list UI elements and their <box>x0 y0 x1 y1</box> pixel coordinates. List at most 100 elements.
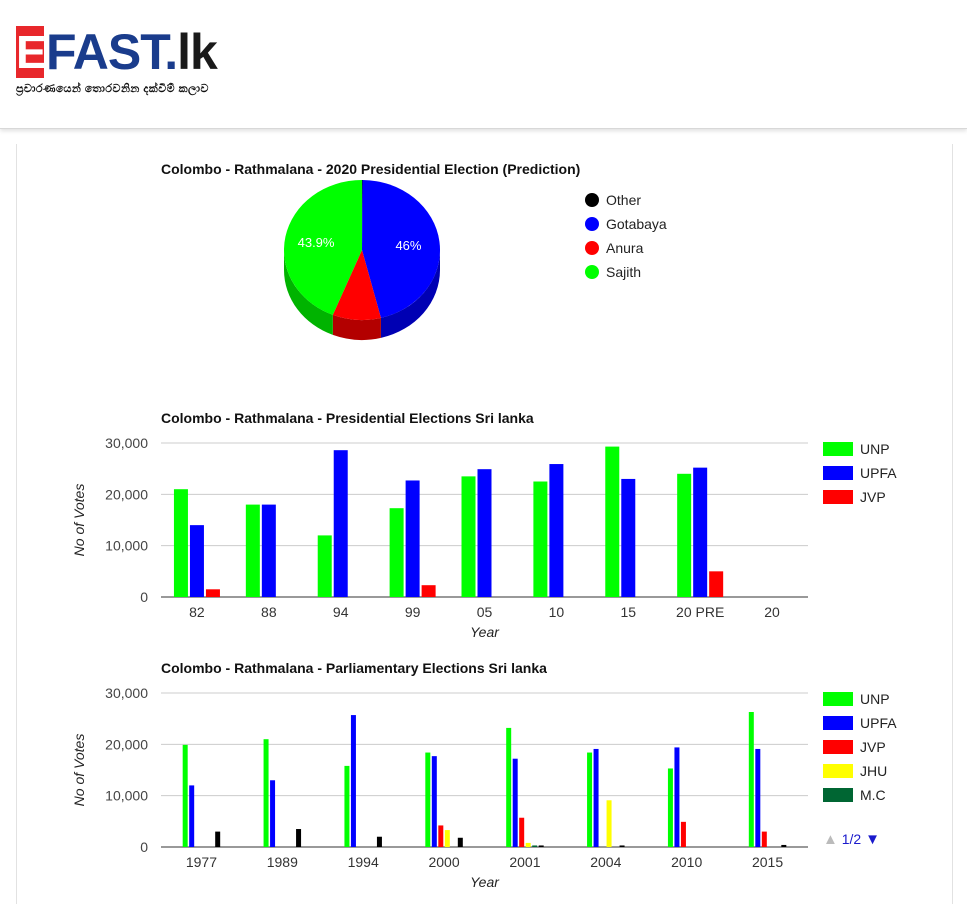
legend-next-icon[interactable]: ▼ <box>865 831 880 848</box>
x-tick-label: 05 <box>477 604 493 620</box>
bar-jvp-20-pre <box>709 571 723 597</box>
x-axis-label: Year <box>470 874 500 890</box>
bar-upfa-1989 <box>270 780 275 847</box>
bar-jvp-2001 <box>519 818 524 847</box>
legend-marker-jvp <box>823 490 853 504</box>
x-tick-label: 2000 <box>428 854 459 870</box>
bar-jvp-2010 <box>681 822 686 847</box>
legend-label-mc: M.C <box>860 787 886 803</box>
bar-unp-1989 <box>264 739 269 847</box>
bar-unp-1977 <box>183 745 188 847</box>
pie-chart-title: Colombo - Rathmalana - 2020 Presidential… <box>161 161 580 177</box>
x-tick-label: 88 <box>261 604 277 620</box>
y-axis-label: No of Votes <box>71 484 87 557</box>
logo-fast: FAST. <box>46 24 177 80</box>
pie-legend-marker-anura <box>585 241 599 255</box>
x-tick-label: 20 PRE <box>676 604 724 620</box>
bar-unp-2001 <box>506 728 511 847</box>
y-tick-label: 10,000 <box>105 538 148 554</box>
pie-legend-label-anura: Anura <box>606 240 644 256</box>
legend-marker-upfa <box>823 466 853 480</box>
pie-slice-label-gotabaya: 46% <box>395 238 421 253</box>
efast-logo[interactable]: E FAST.lk <box>16 26 216 82</box>
y-tick-label: 10,000 <box>105 788 148 804</box>
x-tick-label: 1989 <box>267 854 298 870</box>
bar-upfa-94 <box>334 450 348 597</box>
legend-page-indicator: 1/2 <box>842 831 861 847</box>
bar-unp-99 <box>390 508 404 597</box>
legend-label-jvp: JVP <box>860 489 886 505</box>
bar-upfa-1977 <box>189 785 194 847</box>
x-tick-label: 10 <box>549 604 565 620</box>
x-tick-label: 20 <box>764 604 780 620</box>
bar-jhu-2001 <box>526 843 531 847</box>
pie-legend-label-other: Other <box>606 192 641 208</box>
bar-unp-2000 <box>425 753 430 847</box>
y-tick-label: 30,000 <box>105 435 148 451</box>
legend-prev-icon[interactable]: ▲ <box>823 831 838 848</box>
bar-unp-2004 <box>587 753 592 847</box>
x-tick-label: 1977 <box>186 854 217 870</box>
bar-unp-2015 <box>749 712 754 847</box>
legend-label-upfa: UPFA <box>860 465 897 481</box>
x-tick-label: 2004 <box>590 854 621 870</box>
y-axis-label: No of Votes <box>71 734 87 807</box>
pie-legend-marker-other <box>585 193 599 207</box>
bar-jhu-2000 <box>445 830 450 847</box>
bar-other-1989 <box>296 829 301 847</box>
bar-upfa-05 <box>478 469 492 597</box>
x-tick-label: 99 <box>405 604 421 620</box>
parliamentary-bar-chart: 0 10,000 20,000 30,000 No of Votes Year 1977 19… <box>0 680 967 891</box>
pie-chart: 46% 43.9% Other Gotabaya Anura Sajith <box>0 180 967 360</box>
x-tick-label: 82 <box>189 604 205 620</box>
legend-label-jvp: JVP <box>860 739 886 755</box>
bar-upfa-15 <box>621 479 635 597</box>
bar-unp-15 <box>605 447 619 597</box>
y-tick-label: 0 <box>140 589 148 605</box>
bar-upfa-2015 <box>755 749 760 847</box>
legend-label-unp: UNP <box>860 441 890 457</box>
legend-pager: ▲ 1/2 ▼ <box>823 831 880 848</box>
bar-mc-2001 <box>532 845 537 847</box>
bar-unp-10 <box>533 482 547 598</box>
x-tick-label: 2015 <box>752 854 783 870</box>
logo-e-mark: E <box>16 26 44 78</box>
presidential-chart-title: Colombo - Rathmalana - Presidential Elec… <box>161 410 534 426</box>
pie-legend-marker-gotabaya <box>585 217 599 231</box>
bar-unp-94 <box>318 535 332 597</box>
bar-upfa-88 <box>262 505 276 597</box>
logo-wordmark: FAST.lk <box>46 22 217 82</box>
pie-legend-label-sajith: Sajith <box>606 264 641 280</box>
bar-jvp-99 <box>422 585 436 597</box>
bar-jhu-2004 <box>607 800 612 847</box>
bar-unp-2010 <box>668 768 673 847</box>
bar-upfa-1994 <box>351 715 356 847</box>
bar-other-2004 <box>620 845 625 847</box>
pie-legend-marker-sajith <box>585 265 599 279</box>
legend-marker-jvp <box>823 740 853 754</box>
bar-other-2001 <box>539 845 544 847</box>
bar-unp-1994 <box>344 766 349 847</box>
bar-jvp-82 <box>206 589 220 597</box>
legend-marker-mc <box>823 788 853 802</box>
bar-other-2015 <box>781 845 786 847</box>
bar-upfa-99 <box>406 480 420 597</box>
x-tick-label: 1994 <box>348 854 379 870</box>
x-tick-label: 2010 <box>671 854 702 870</box>
bar-unp-05 <box>462 476 476 597</box>
y-tick-label: 20,000 <box>105 736 148 752</box>
x-tick-label: 2001 <box>509 854 540 870</box>
bar-other-2000 <box>458 838 463 847</box>
y-tick-label: 20,000 <box>105 486 148 502</box>
legend-label-upfa: UPFA <box>860 715 897 731</box>
y-tick-label: 0 <box>140 839 148 855</box>
bar-upfa-2010 <box>674 747 679 847</box>
pie-legend-label-gotabaya: Gotabaya <box>606 216 667 232</box>
site-header: E FAST.lk ප්‍රචාරණයෙන් තොරවනින දක්වීම් ක… <box>0 0 967 129</box>
bar-unp-20-pre <box>677 474 691 597</box>
parliamentary-chart-title: Colombo - Rathmalana - Parliamentary Ele… <box>161 660 547 676</box>
pie-slice-label-sajith: 43.9% <box>298 235 335 250</box>
y-tick-label: 30,000 <box>105 685 148 701</box>
bar-upfa-20-pre <box>693 468 707 597</box>
